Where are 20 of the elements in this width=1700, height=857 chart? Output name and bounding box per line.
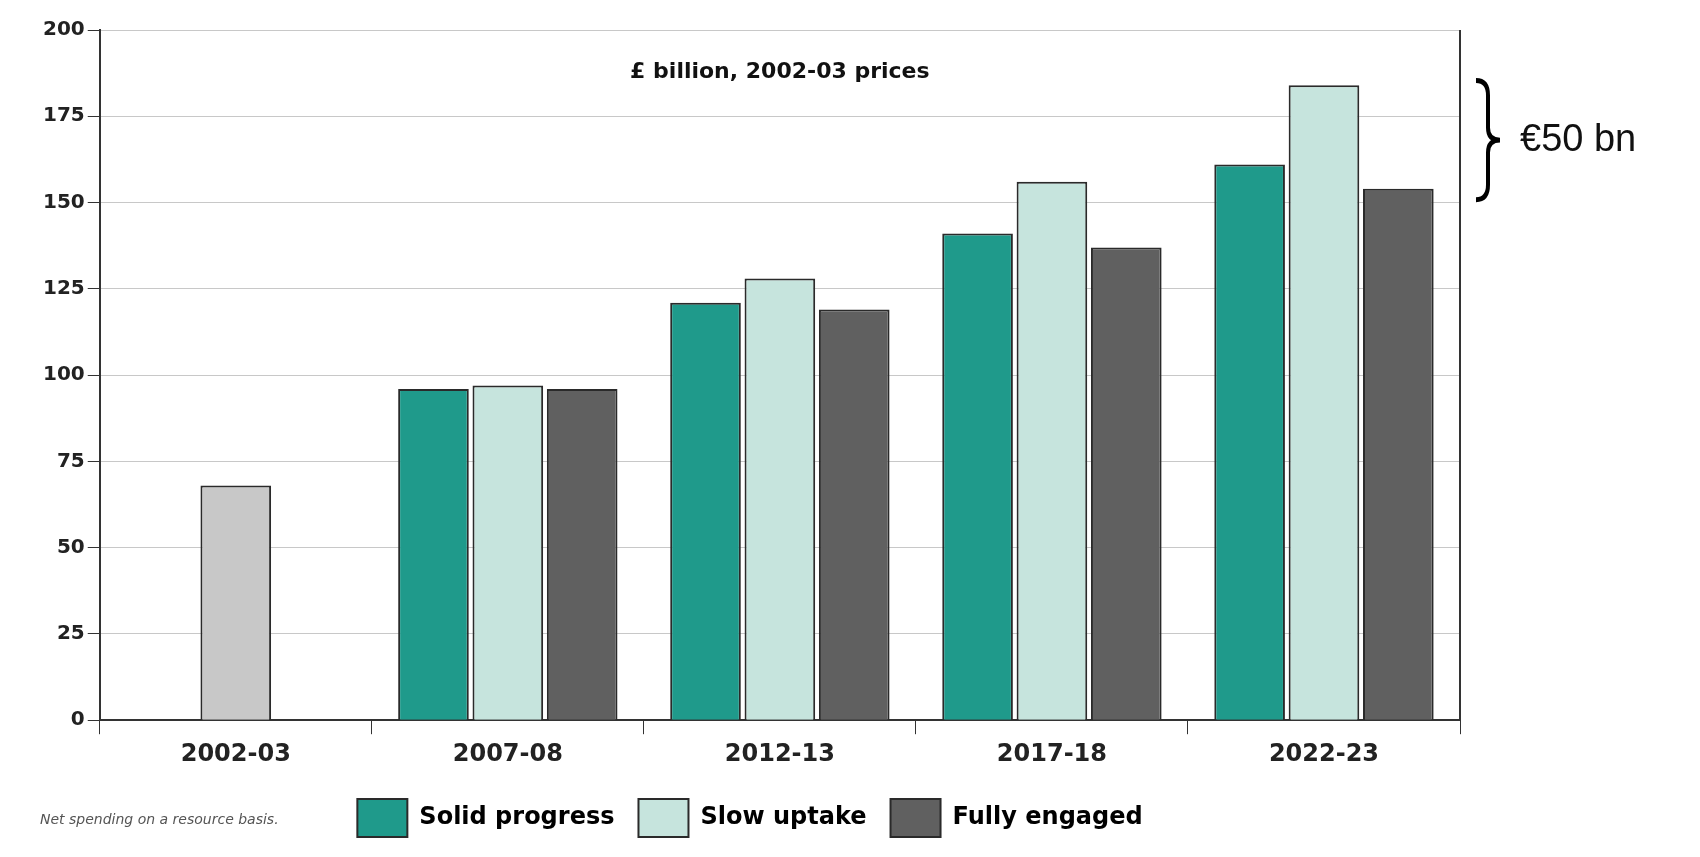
legend-label: Solid progress [419,802,615,831]
y-tick-label: 50 [56,533,85,558]
text: €50 bn [1520,116,1637,159]
y-tick-label: 200 [43,16,85,41]
y-tick-label: 75 [56,447,85,472]
legend-label: Fully engaged [952,802,1143,831]
annotation: £ billion, 2002-03 prices [630,57,930,83]
y-tick-label: 150 [43,188,85,213]
text: Net spending on a resource basis. [40,810,279,827]
y-tick-label: 100 [43,361,85,386]
y-tick-label: 175 [43,102,85,127]
x-tick-label: 2007-08 [452,738,563,767]
x-tick-label: 2012-13 [724,738,835,767]
x-tick-label: 2002-03 [180,738,291,767]
y-tick-label: 0 [70,706,85,731]
x-tick-label: 2022-23 [1268,738,1380,767]
legend-label: Slow uptake [700,802,867,831]
y-tick-label: 25 [56,620,85,645]
y-tick-label: 125 [43,275,85,300]
x-tick-label: 2017-18 [996,738,1107,767]
